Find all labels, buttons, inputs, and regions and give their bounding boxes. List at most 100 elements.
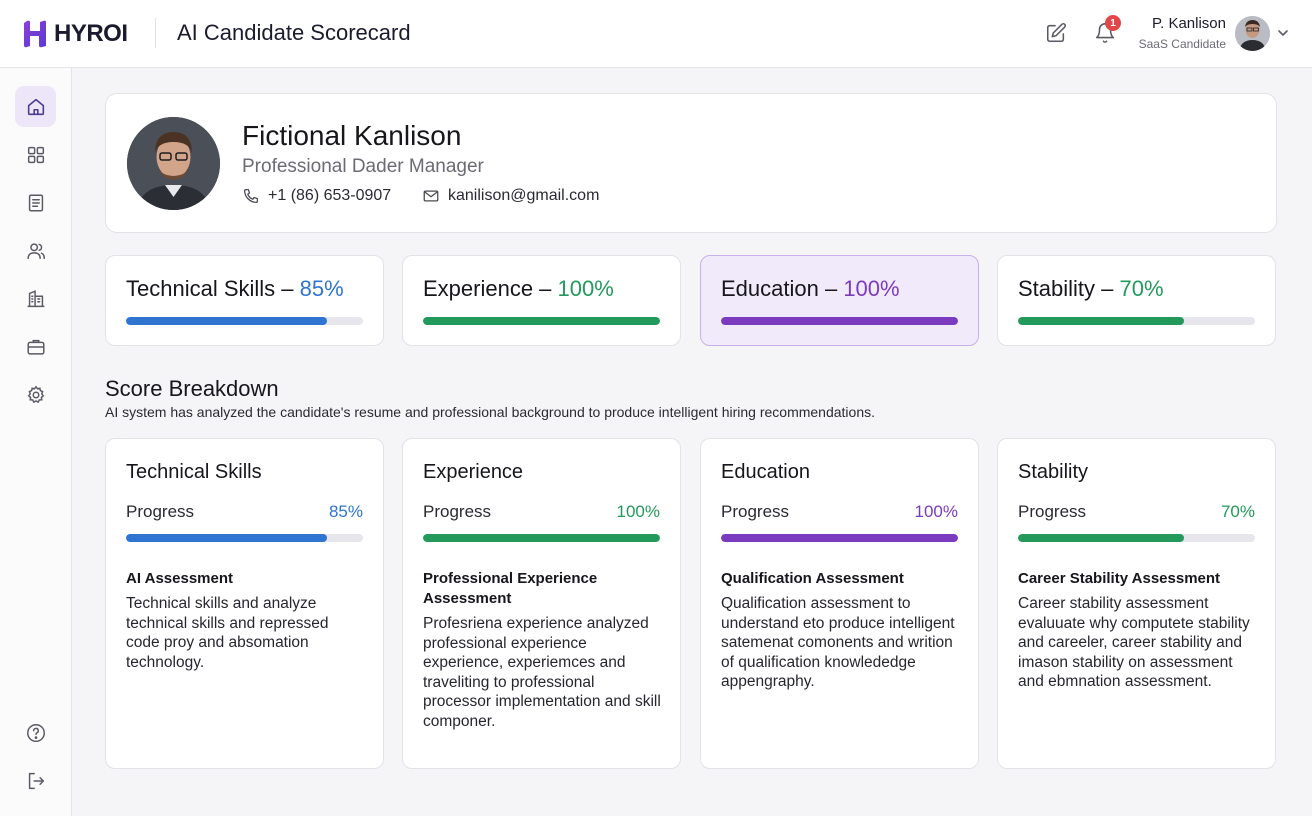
score-title: Education – 100%	[721, 276, 900, 302]
section-subtitle: AI system has analyzed the candidate's r…	[105, 404, 876, 420]
candidate-name: Fictional Kanlison	[242, 120, 462, 151]
logo-mark-icon	[24, 20, 46, 48]
progress-fill	[423, 534, 660, 542]
sidebar-item-settings[interactable]	[15, 374, 56, 415]
breakdown-card-title: Technical Skills	[126, 461, 262, 483]
breakdown-card-title: Stability	[1018, 461, 1089, 483]
mail-icon	[423, 190, 439, 202]
candidate-photo-image	[127, 117, 220, 210]
phone-number: +1 (86) 653-0907	[268, 187, 392, 204]
user-role: SaaS Candidate	[1138, 37, 1226, 51]
candidate-photo	[127, 117, 220, 210]
score-card-technical[interactable]: Technical Skills – 85%	[105, 255, 384, 346]
score-progress-fill	[126, 317, 328, 325]
progress-bar	[1018, 534, 1255, 542]
breakdown-card-stability: Stability Progress 70% Career Stability …	[997, 438, 1276, 769]
page-title: AI Candidate Scorecard	[177, 20, 411, 45]
briefcase-icon	[26, 339, 45, 355]
score-card-stability[interactable]: Stability – 70%	[997, 255, 1276, 346]
building-icon	[26, 289, 45, 307]
help-icon	[26, 723, 45, 742]
candidate-title: Professional Dader Manager	[242, 156, 484, 177]
score-progress-fill	[721, 317, 958, 325]
edit-icon	[1046, 23, 1066, 43]
sidebar-item-documents[interactable]	[15, 182, 56, 223]
assessment-text: Qualification assessment to understand e…	[721, 595, 955, 690]
sidebar-item-jobs[interactable]	[15, 326, 56, 367]
section-title: Score Breakdown	[105, 376, 279, 401]
progress-fill	[126, 534, 328, 542]
score-label: Technical Skills –	[126, 276, 300, 301]
assessment-title: AI Assessment	[126, 570, 233, 587]
progress-fill	[721, 534, 958, 542]
assessment-title: Qualification Assessment	[721, 570, 904, 587]
email-address: kanilison@gmail.com	[448, 187, 600, 204]
progress-label: Progress	[1018, 502, 1087, 521]
score-value: 100%	[843, 276, 900, 301]
document-icon	[28, 193, 43, 212]
score-progress-bar	[423, 317, 660, 325]
header-divider	[155, 18, 156, 48]
chevron-down-icon[interactable]	[1276, 26, 1290, 40]
score-progress-bar	[721, 317, 958, 325]
progress-label: Progress	[423, 502, 492, 521]
sidebar-item-candidates[interactable]	[15, 230, 56, 271]
user-name[interactable]: P. Kanlison	[1152, 15, 1226, 32]
logo[interactable]: HYROI	[22, 18, 128, 50]
score-value: 100%	[557, 276, 614, 301]
sidebar-item-dashboard[interactable]	[15, 134, 56, 175]
breakdown-card-experience: Experience Progress 100% Professional Ex…	[402, 438, 681, 769]
progress-value: 100%	[914, 502, 958, 521]
sidebar-item-home[interactable]	[15, 86, 56, 127]
progress-value: 70%	[1220, 502, 1255, 521]
progress-bar	[721, 534, 958, 542]
breakdown-card-education: Education Progress 100% Qualification As…	[700, 438, 979, 769]
score-progress-bar	[1018, 317, 1255, 325]
progress-label: Progress	[721, 502, 790, 521]
assessment-text: Profesriena experience analyzed professi…	[423, 615, 661, 730]
score-label: Experience –	[423, 276, 558, 301]
top-bar: HYROI AI Candidate Scorecard 1 P. Kanlis…	[0, 0, 1312, 68]
sidebar-item-help[interactable]	[15, 712, 56, 753]
email-contact[interactable]: kanilison@gmail.com	[422, 187, 599, 205]
gear-icon	[27, 385, 44, 403]
logout-icon	[28, 772, 44, 789]
breakdown-card-title: Experience	[423, 461, 524, 483]
assessment-text: Technical skills and analyze technical s…	[126, 595, 329, 671]
users-icon	[26, 242, 45, 259]
user-avatar-image	[1235, 16, 1270, 51]
score-label: Education –	[721, 276, 844, 301]
sidebar-item-company[interactable]	[15, 278, 56, 319]
breakdown-card-title: Education	[721, 461, 810, 483]
avatar[interactable]	[1235, 16, 1270, 51]
progress-fill	[1018, 534, 1184, 542]
phone-contact[interactable]: +1 (86) 653-0907	[242, 187, 391, 205]
progress-value: 85%	[328, 502, 363, 521]
score-title: Technical Skills – 85%	[126, 276, 344, 302]
candidate-profile-card: Fictional Kanlison Professional Dader Ma…	[105, 93, 1277, 233]
assessment-text: Career stability assessment evaluuate wh…	[1018, 595, 1250, 690]
assessment-title: Professional Experience Assessment	[423, 570, 598, 607]
assessment-title: Career Stability Assessment	[1018, 570, 1221, 587]
score-card-education[interactable]: Education – 100%	[700, 255, 979, 346]
home-icon	[27, 98, 44, 115]
progress-bar	[126, 534, 363, 542]
breakdown-card-technical: Technical Skills Progress 85% AI Assessm…	[105, 438, 384, 769]
progress-value: 100%	[616, 502, 660, 521]
logo-text: HYROI	[54, 20, 128, 47]
score-value: 70%	[1119, 276, 1164, 301]
score-label: Stability –	[1018, 276, 1120, 301]
score-progress-fill	[1018, 317, 1184, 325]
score-value: 85%	[299, 276, 344, 301]
grid-icon	[27, 146, 44, 163]
progress-bar	[423, 534, 660, 542]
edit-button[interactable]	[1044, 21, 1068, 45]
progress-label: Progress	[126, 502, 195, 521]
score-title: Stability – 70%	[1018, 276, 1164, 302]
sidebar	[0, 68, 72, 816]
score-progress-fill	[423, 317, 660, 325]
score-card-experience[interactable]: Experience – 100%	[402, 255, 681, 346]
phone-icon	[243, 188, 259, 204]
sidebar-item-logout[interactable]	[15, 760, 56, 801]
notification-badge: 1	[1105, 15, 1121, 31]
